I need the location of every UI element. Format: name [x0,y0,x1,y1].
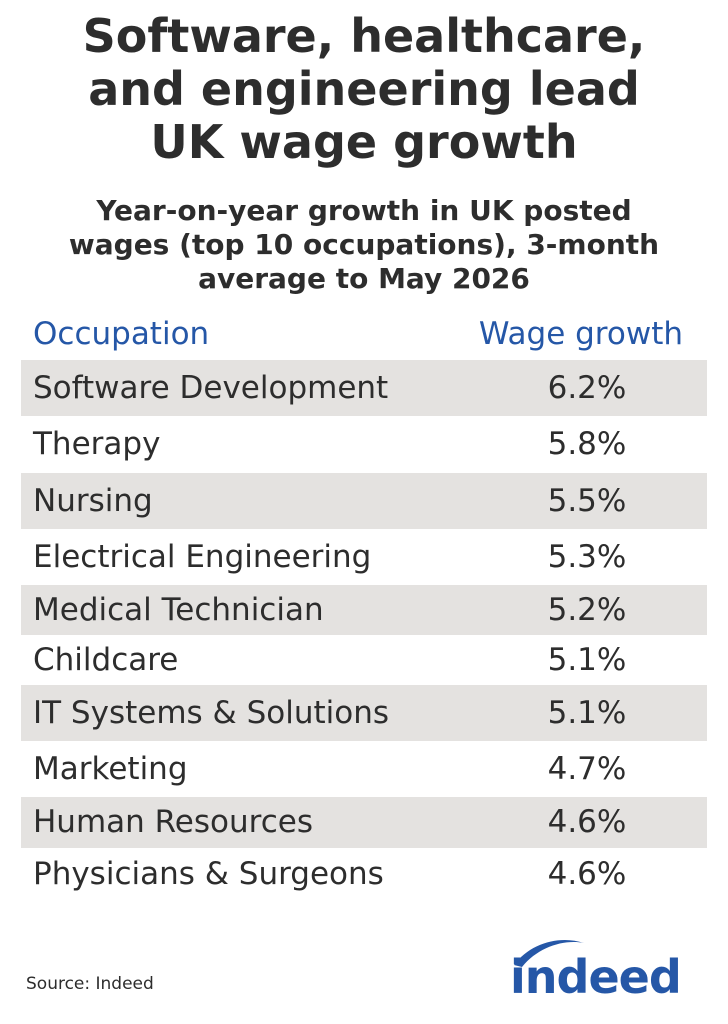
table-row: Software Development 6.2% [21,360,707,416]
logo-swoosh [514,939,584,967]
occupation-cell: Therapy [33,426,161,462]
chart-title: Software, healthcare, and engineering le… [0,10,728,169]
wage-growth-cell: 5.1% [547,642,627,678]
occupation-cell: Electrical Engineering [33,539,372,575]
table-row: Marketing 4.7% [21,741,707,797]
table-row: Therapy 5.8% [21,416,707,473]
wage-growth-cell: 4.7% [547,751,627,787]
wage-growth-cell: 5.2% [547,592,627,628]
chart-title-line: and engineering lead [88,62,640,116]
table-row: Nursing 5.5% [21,473,707,529]
occupation-cell: Software Development [33,370,389,406]
column-header-occupation: Occupation [33,316,210,352]
wage-growth-table: Occupation Wage growth Software Developm… [21,310,707,900]
table-row: Childcare 5.1% [21,635,707,685]
chart-title-line: Software, healthcare, [82,9,646,63]
chart-subtitle: Year-on-year growth in UK posted wages (… [0,194,728,296]
chart-subtitle-line: wages (top 10 occupations), 3-month [68,228,660,261]
occupation-cell: Marketing [33,751,188,787]
table-row: Electrical Engineering 5.3% [21,529,707,585]
wage-growth-cell: 6.2% [547,370,627,406]
table-header: Occupation Wage growth [21,310,707,360]
occupation-cell: Medical Technician [33,592,324,628]
occupation-cell: Childcare [33,642,179,678]
wage-growth-cell: 4.6% [547,804,627,840]
wage-growth-cell: 5.8% [547,426,627,462]
wage-growth-cell: 5.1% [547,695,627,731]
wage-growth-cell: 5.5% [547,483,627,519]
chart-subtitle-line: average to May 2026 [198,262,530,295]
table-row: Medical Technician 5.2% [21,585,707,635]
wage-growth-cell: 5.3% [547,539,627,575]
table-row: Physicians & Surgeons 4.6% [21,848,707,900]
logo-wordmark: indeed [510,950,681,1004]
wage-growth-cell: 4.6% [547,856,627,892]
occupation-cell: IT Systems & Solutions [33,695,390,731]
occupation-cell: Physicians & Surgeons [33,856,384,892]
table-row: IT Systems & Solutions 5.1% [21,685,707,741]
column-header-wage-growth: Wage growth [478,316,683,352]
occupation-cell: Human Resources [33,804,313,840]
table-row: Human Resources 4.6% [21,797,707,848]
source-note: Source: Indeed [26,974,154,994]
chart-subtitle-line: Year-on-year growth in UK posted [96,194,632,227]
occupation-cell: Nursing [33,483,153,519]
table-body: Software Development 6.2% Therapy 5.8% Nursi… [21,360,707,900]
chart-title-line: UK wage growth [150,115,578,169]
indeed-logo: indeed [510,939,682,1004]
